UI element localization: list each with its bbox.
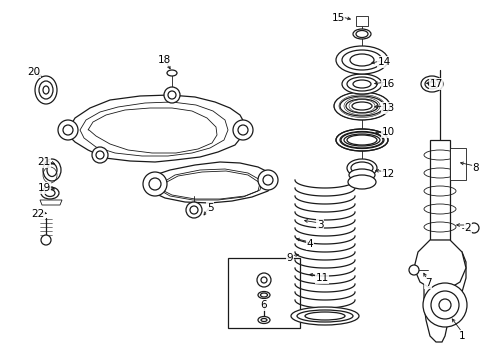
Ellipse shape xyxy=(335,46,387,74)
Ellipse shape xyxy=(420,76,442,92)
Ellipse shape xyxy=(258,316,269,324)
Polygon shape xyxy=(423,248,465,342)
Ellipse shape xyxy=(341,50,381,70)
Circle shape xyxy=(422,283,466,327)
Circle shape xyxy=(438,299,450,311)
Ellipse shape xyxy=(333,92,389,120)
Text: 16: 16 xyxy=(381,79,394,89)
Text: 11: 11 xyxy=(315,273,328,283)
Circle shape xyxy=(168,91,176,99)
Polygon shape xyxy=(413,240,465,290)
Circle shape xyxy=(92,147,108,163)
Circle shape xyxy=(149,178,161,190)
Polygon shape xyxy=(68,95,244,162)
Ellipse shape xyxy=(355,31,367,37)
Circle shape xyxy=(408,265,418,275)
Ellipse shape xyxy=(258,292,269,298)
Ellipse shape xyxy=(35,76,57,104)
Ellipse shape xyxy=(352,29,370,39)
Ellipse shape xyxy=(341,74,381,94)
Polygon shape xyxy=(150,162,273,203)
Ellipse shape xyxy=(290,307,358,325)
Ellipse shape xyxy=(346,99,377,113)
Circle shape xyxy=(468,223,478,233)
Text: 2: 2 xyxy=(464,223,470,233)
Ellipse shape xyxy=(340,132,382,148)
Ellipse shape xyxy=(350,162,372,174)
Circle shape xyxy=(96,151,104,159)
Circle shape xyxy=(190,206,198,214)
Ellipse shape xyxy=(39,81,53,99)
Circle shape xyxy=(163,87,180,103)
Text: 10: 10 xyxy=(381,127,394,137)
Circle shape xyxy=(263,175,272,185)
Ellipse shape xyxy=(347,175,375,189)
Circle shape xyxy=(63,125,73,135)
Polygon shape xyxy=(40,200,62,205)
Text: 7: 7 xyxy=(424,278,430,288)
Circle shape xyxy=(258,170,278,190)
Circle shape xyxy=(238,125,247,135)
Text: 13: 13 xyxy=(381,103,394,113)
Ellipse shape xyxy=(261,319,266,321)
Ellipse shape xyxy=(335,129,387,151)
Ellipse shape xyxy=(346,77,376,91)
Ellipse shape xyxy=(45,189,55,197)
Circle shape xyxy=(430,291,458,319)
Ellipse shape xyxy=(43,86,49,94)
Ellipse shape xyxy=(348,169,374,181)
Text: 9: 9 xyxy=(286,253,293,263)
Circle shape xyxy=(257,273,270,287)
Circle shape xyxy=(232,120,252,140)
Ellipse shape xyxy=(41,187,59,199)
Ellipse shape xyxy=(351,102,371,110)
Text: 15: 15 xyxy=(331,13,344,23)
Bar xyxy=(429,140,449,240)
Bar xyxy=(227,258,299,328)
Ellipse shape xyxy=(427,81,435,86)
Text: 6: 6 xyxy=(260,300,267,310)
Ellipse shape xyxy=(43,159,61,181)
Ellipse shape xyxy=(296,310,352,322)
Ellipse shape xyxy=(346,135,376,145)
Circle shape xyxy=(185,202,202,218)
Text: 22: 22 xyxy=(31,209,44,219)
Text: 12: 12 xyxy=(381,169,394,179)
Circle shape xyxy=(41,235,51,245)
Text: 4: 4 xyxy=(306,239,313,249)
Text: 17: 17 xyxy=(428,79,442,89)
Text: 20: 20 xyxy=(27,67,41,77)
Ellipse shape xyxy=(339,96,383,116)
Text: 18: 18 xyxy=(157,55,170,65)
Text: 21: 21 xyxy=(37,157,51,167)
Text: 19: 19 xyxy=(37,183,51,193)
Bar xyxy=(449,148,465,180)
Text: 5: 5 xyxy=(206,203,213,213)
Ellipse shape xyxy=(47,163,57,176)
Text: 3: 3 xyxy=(316,220,323,230)
Ellipse shape xyxy=(167,70,177,76)
Ellipse shape xyxy=(424,79,438,89)
Ellipse shape xyxy=(305,312,345,320)
Circle shape xyxy=(58,120,78,140)
Ellipse shape xyxy=(352,80,370,88)
Circle shape xyxy=(261,277,266,283)
Text: 14: 14 xyxy=(377,57,390,67)
Circle shape xyxy=(142,172,167,196)
Text: 1: 1 xyxy=(458,331,465,341)
Ellipse shape xyxy=(346,159,376,177)
Bar xyxy=(355,16,367,26)
Text: 8: 8 xyxy=(472,163,478,173)
Ellipse shape xyxy=(349,54,373,66)
Ellipse shape xyxy=(260,293,267,297)
